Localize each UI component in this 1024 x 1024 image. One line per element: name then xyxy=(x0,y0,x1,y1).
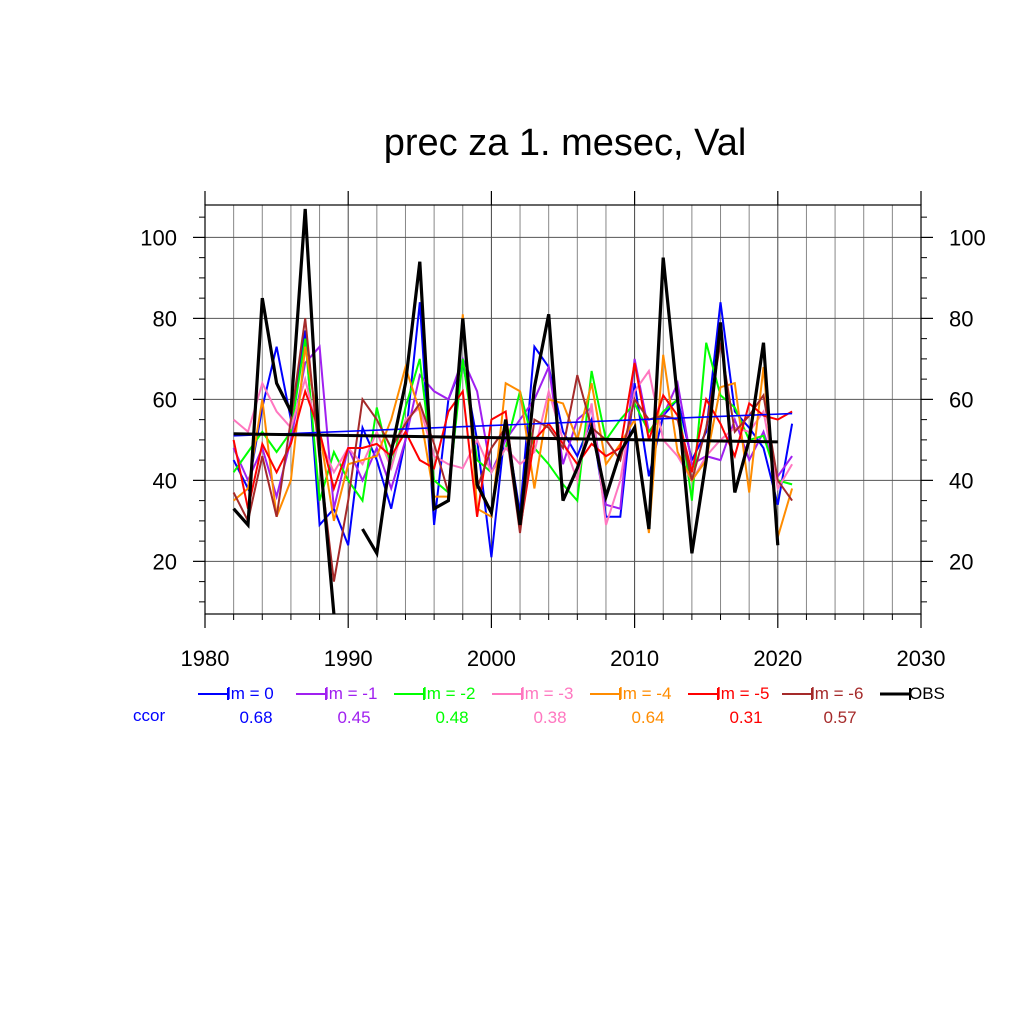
y-tick-label: 100 xyxy=(140,225,177,250)
y-tick-label: 20 xyxy=(153,549,177,574)
legend-lines xyxy=(198,688,911,700)
y-tick-label-right: 40 xyxy=(949,468,973,493)
axis-ticks xyxy=(193,191,933,628)
trend-line-7 xyxy=(233,432,778,444)
x-tick-label: 2010 xyxy=(610,646,659,671)
ccor-label: ccor xyxy=(133,706,166,725)
x-tick-label: 1980 xyxy=(181,646,230,671)
y-tick-label-right: 100 xyxy=(949,225,986,250)
trend-layer xyxy=(232,208,793,615)
y-tick-label: 80 xyxy=(153,306,177,331)
y-tick-label: 40 xyxy=(153,468,177,493)
y-tick-label-right: 80 xyxy=(949,306,973,331)
x-tick-label: 2000 xyxy=(467,646,516,671)
grid-lines xyxy=(204,205,922,614)
chart-title: prec za 1. mesec, Val xyxy=(383,122,747,164)
x-tick-label: 2030 xyxy=(897,646,946,671)
y-tick-label-right: 20 xyxy=(949,549,973,574)
x-tick-label: 2020 xyxy=(753,646,802,671)
y-tick-label: 60 xyxy=(153,387,177,412)
series-line-1 xyxy=(232,344,793,510)
trend-line-0 xyxy=(233,412,793,437)
x-tick-label: 1990 xyxy=(324,646,373,671)
y-tick-label-right: 60 xyxy=(949,387,973,412)
plot-frame xyxy=(204,204,922,615)
series-line-7 xyxy=(232,208,780,615)
series-line-4 xyxy=(232,314,794,538)
